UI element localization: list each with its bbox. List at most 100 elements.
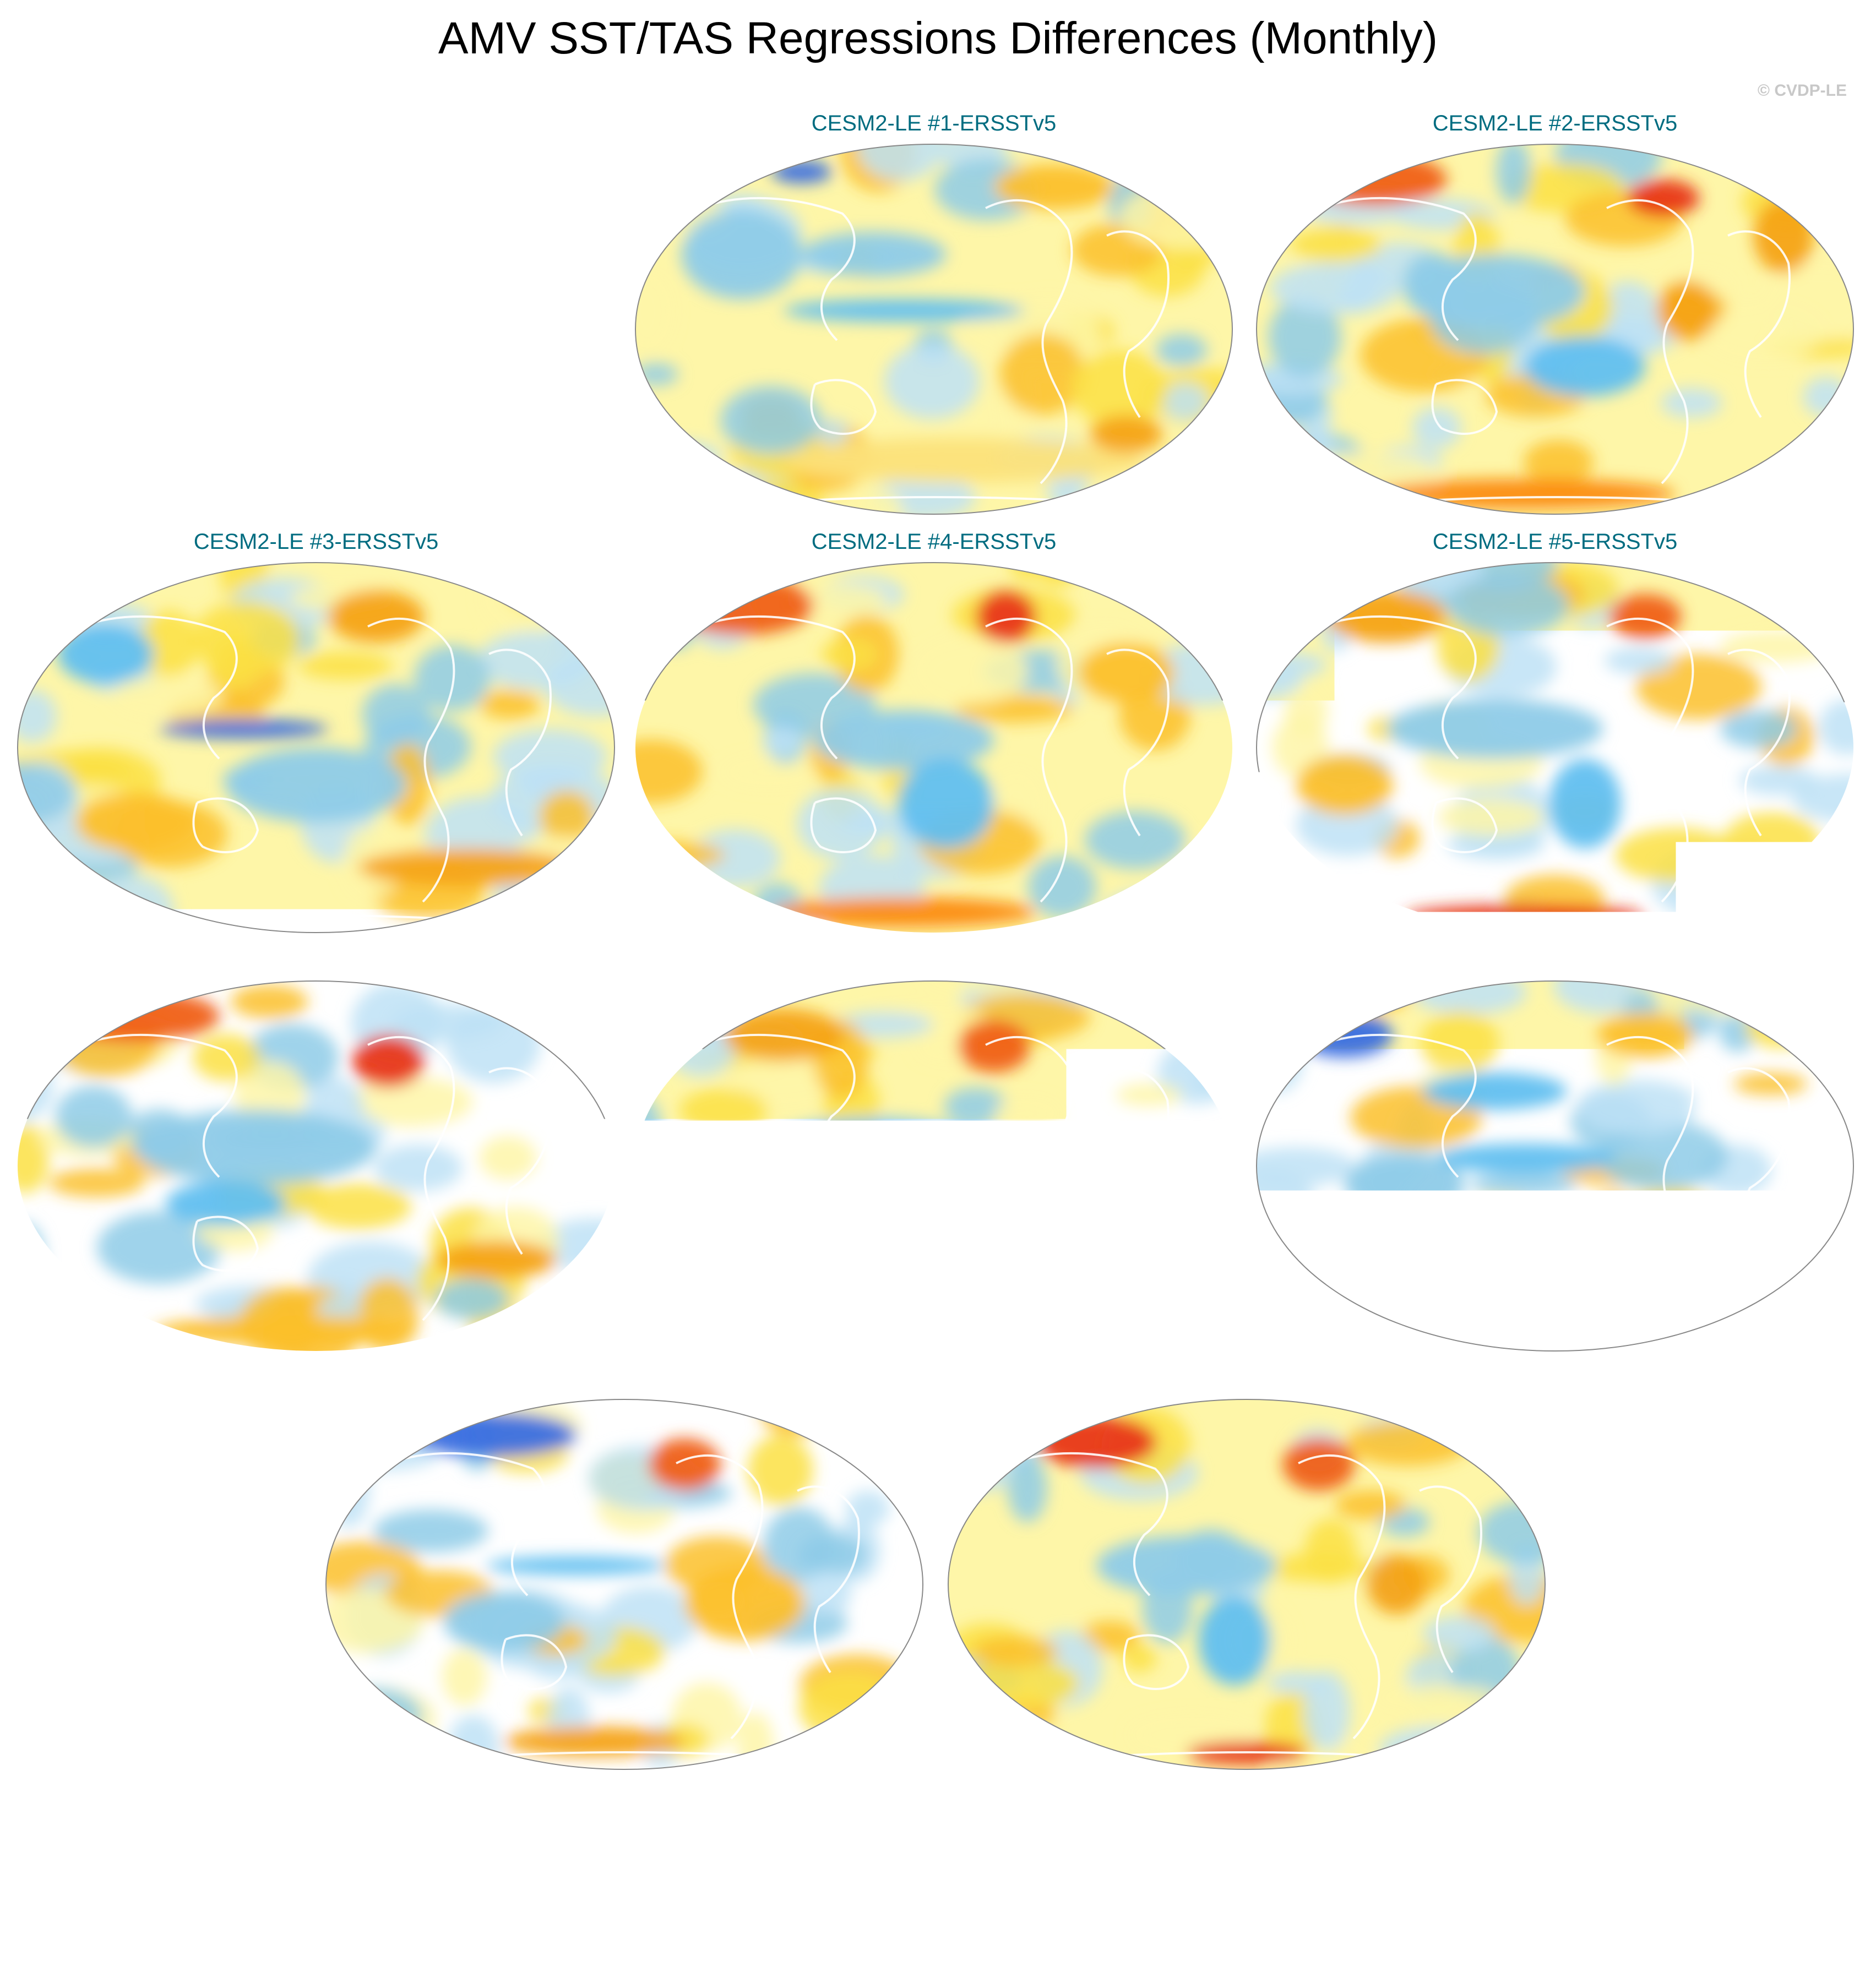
panel-title: CESM2-LE #4-ERSSTv5 — [629, 528, 1239, 555]
anomaly-patch — [1161, 382, 1209, 421]
anomaly-blob — [436, 1241, 556, 1278]
colorbar-swatch — [1372, 1827, 1445, 1864]
colorbar-swatch — [1155, 1827, 1227, 1864]
map-panel: CESM2-LE #2-ERSSTv5 — [1250, 110, 1860, 528]
anomaly-blob — [771, 161, 831, 183]
anomaly-patch — [1255, 894, 1344, 935]
colorbar-tick-label: 0 — [888, 1875, 987, 1914]
regression-map — [1254, 979, 1856, 1353]
anomaly-patch — [1156, 334, 1207, 366]
anomaly-patch — [946, 1402, 1003, 1462]
anomaly-patch — [1540, 1271, 1626, 1334]
anomaly-patch — [1130, 481, 1235, 513]
anomaly-patch — [1720, 630, 1835, 663]
anomaly-patch — [954, 1741, 1033, 1772]
anomaly-patch — [648, 142, 732, 171]
anomaly-blob — [166, 1181, 286, 1226]
anomaly-patch — [1078, 912, 1186, 935]
anomaly-patch — [860, 1411, 925, 1434]
anomaly-blob — [684, 1566, 804, 1641]
colorbar-swatch — [212, 1827, 285, 1864]
anomaly-patch — [1678, 1241, 1792, 1312]
anomaly-patch — [1783, 1240, 1846, 1301]
anomaly-patch — [633, 1313, 706, 1348]
regression-map — [15, 560, 617, 935]
anomaly-patch — [723, 758, 817, 787]
anomaly-blob — [1423, 1072, 1567, 1110]
anomaly-patch — [1661, 388, 1722, 418]
copyright-label: © CVDP-LE — [1758, 81, 1847, 100]
colorbar-tick-label: 1.6 — [1177, 1875, 1276, 1914]
anomaly-blob — [765, 1118, 982, 1178]
anomaly-blob — [1078, 643, 1174, 703]
map-panel: CESM2-LE #1-ERSSTv5 — [629, 110, 1239, 528]
anomaly-patch — [1483, 1397, 1547, 1446]
map-panel: CESM2-LE #5-ERSSTv5 — [1250, 528, 1860, 947]
anomaly-patch — [679, 1088, 767, 1132]
anomaly-blob — [1405, 254, 1585, 329]
anomaly-blob — [135, 1110, 376, 1185]
colorbar-swatch — [1517, 1827, 1590, 1864]
colorbar-swatch — [284, 1827, 357, 1864]
anomaly-patch — [1254, 897, 1349, 927]
anomaly-blob — [352, 1035, 425, 1087]
anomaly-patch — [1116, 1083, 1182, 1106]
panel-title: CESM2-LE #5-ERSSTv5 — [1250, 528, 1860, 555]
colorbar-tick-label: -3.2 — [307, 1875, 406, 1914]
anomaly-blob — [160, 720, 328, 738]
anomaly-patch — [1412, 407, 1461, 449]
colorbar-swatch — [574, 1827, 647, 1864]
colorbar-tick-label: 2.4 — [1323, 1875, 1422, 1914]
anomaly-blob — [1296, 755, 1393, 815]
anomaly-blob — [154, 1316, 418, 1345]
anomaly-blob — [681, 209, 801, 299]
anomaly-patch — [1191, 916, 1235, 935]
anomaly-patch — [48, 1168, 144, 1197]
anomaly-blob — [226, 748, 406, 822]
anomaly-patch — [1524, 440, 1594, 484]
anomaly-patch — [1259, 564, 1295, 618]
colorbar-swatch — [139, 1827, 212, 1864]
anomaly-blob — [1367, 1555, 1427, 1615]
regression-map — [946, 1397, 1547, 1772]
anomaly-patch — [324, 1397, 377, 1467]
anomaly-blob — [814, 710, 994, 770]
anomaly-patch — [1701, 884, 1761, 908]
anomaly-blob — [771, 897, 1036, 927]
panel-title: CESM2-LE #10-ERSSTv5 — [942, 1365, 1552, 1392]
anomaly-patch — [1070, 350, 1167, 427]
panel-title: CESM2-LE #9-ERSSTv5 — [319, 1365, 929, 1392]
colorbar-tick-label: 4 — [1612, 1875, 1711, 1914]
anomaly-patch — [329, 1688, 422, 1744]
anomaly-blob — [1199, 1595, 1271, 1685]
anomaly-patch — [193, 602, 300, 677]
anomaly-blob — [1609, 594, 1681, 639]
colorbar-swatch — [429, 1827, 502, 1864]
anomaly-patch — [1290, 227, 1382, 262]
anomaly-patch — [800, 1571, 851, 1616]
anomaly-patch — [1284, 686, 1328, 737]
anomaly-patch — [1102, 891, 1175, 935]
colorbar-swatch — [864, 1827, 937, 1864]
regression-map — [1254, 560, 1856, 935]
anomaly-patch — [1188, 879, 1235, 911]
map-panel: CESM2-LE #6-ERSSTv5 — [11, 947, 621, 1365]
map-panel: CESM2-LE #3-ERSSTv5 — [11, 528, 621, 947]
anomaly-patch — [1720, 710, 1797, 748]
anomaly-blob — [1525, 337, 1645, 397]
panel-title: CESM2-LE #1-ERSSTv5 — [629, 110, 1239, 137]
colorbar-tick-label: -4 — [162, 1875, 262, 1914]
anomaly-blob — [1597, 1012, 1693, 1058]
colorbar-swatch — [1444, 1827, 1517, 1864]
anomaly-blob — [784, 299, 1024, 322]
anomaly-patch — [328, 1447, 369, 1528]
anomaly-blob — [958, 1020, 1030, 1072]
anomaly-patch — [1200, 560, 1235, 593]
colorbar-swatch — [647, 1827, 720, 1864]
anomaly-patch — [1803, 377, 1850, 417]
anomaly-patch — [675, 1225, 715, 1258]
anomaly-patch — [1423, 1616, 1496, 1652]
anomaly-patch — [482, 563, 578, 632]
colorbar-units-label: C — [0, 1916, 1876, 1958]
anomaly-patch — [748, 1435, 813, 1505]
